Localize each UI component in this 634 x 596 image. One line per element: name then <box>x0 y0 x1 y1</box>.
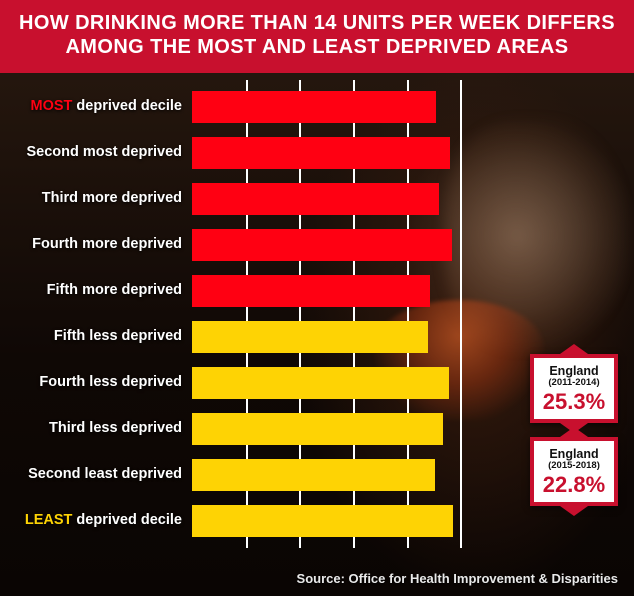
row-plot-area <box>192 498 514 544</box>
badge-country: England <box>536 447 612 461</box>
badge-england-2011-2014: England (2011-2014) 25.3% <box>530 354 618 423</box>
gridline <box>460 448 462 502</box>
row-label-text: Second most deprived <box>26 144 182 160</box>
gridline <box>460 264 462 318</box>
gridline <box>460 80 462 134</box>
row-label-text: Third more deprived <box>42 190 182 206</box>
title-line-2: AMONG THE MOST AND LEAST DEPRIVED AREAS <box>18 36 616 60</box>
title-line-1: HOW DRINKING MORE THAN 14 UNITS PER WEEK… <box>18 12 616 36</box>
row-plot-area <box>192 222 514 268</box>
gridline <box>460 310 462 364</box>
row-label: Fourth less deprived <box>14 375 192 391</box>
row-label: Second least deprived <box>14 467 192 483</box>
row-label-text: Second least deprived <box>28 466 182 482</box>
row-label: MOST deprived decile <box>14 99 192 115</box>
chart-row: Second least deprived <box>14 452 514 498</box>
row-label: Fifth less deprived <box>14 329 192 345</box>
bar <box>192 275 430 307</box>
title-bar: HOW DRINKING MORE THAN 14 UNITS PER WEEK… <box>0 0 634 73</box>
chart-row: Third less deprived <box>14 406 514 452</box>
row-label-emphasis: MOST <box>31 98 73 114</box>
gridline <box>460 126 462 180</box>
row-label: Fifth more deprived <box>14 283 192 299</box>
row-label: LEAST deprived decile <box>14 513 192 529</box>
row-label-text: Fifth more deprived <box>47 282 182 298</box>
row-label-text: Fourth less deprived <box>39 374 182 390</box>
row-label: Third more deprived <box>14 191 192 207</box>
gridline <box>460 356 462 410</box>
bar <box>192 137 450 169</box>
gridline <box>460 494 462 548</box>
row-label: Third less deprived <box>14 421 192 437</box>
row-plot-area <box>192 314 514 360</box>
source-credit: Source: Office for Health Improvement & … <box>297 571 618 586</box>
chart-row: LEAST deprived decile <box>14 498 514 544</box>
bar <box>192 367 449 399</box>
gridline <box>460 172 462 226</box>
row-plot-area <box>192 268 514 314</box>
bar <box>192 459 435 491</box>
row-plot-area <box>192 360 514 406</box>
badge-value: 25.3% <box>536 389 612 415</box>
bar <box>192 321 428 353</box>
row-label: Second most deprived <box>14 145 192 161</box>
chart-row: Second most deprived <box>14 130 514 176</box>
bar <box>192 413 443 445</box>
gridline <box>460 218 462 272</box>
bar <box>192 229 452 261</box>
bar <box>192 505 453 537</box>
row-plot-area <box>192 406 514 452</box>
summary-badges: England (2011-2014) 25.3% England (2015-… <box>530 354 618 506</box>
bar <box>192 183 439 215</box>
row-label-text: Fourth more deprived <box>32 236 182 252</box>
chart-row: Fourth less deprived <box>14 360 514 406</box>
chart-row: Fourth more deprived <box>14 222 514 268</box>
row-label-text: deprived decile <box>72 512 182 528</box>
badge-period: (2015-2018) <box>536 460 612 471</box>
badge-value: 22.8% <box>536 472 612 498</box>
row-plot-area <box>192 452 514 498</box>
badge-country: England <box>536 364 612 378</box>
chart-row: MOST deprived decile <box>14 84 514 130</box>
bar <box>192 91 436 123</box>
badge-period: (2011-2014) <box>536 377 612 388</box>
row-label: Fourth more deprived <box>14 237 192 253</box>
chart-row: Fifth more deprived <box>14 268 514 314</box>
bar-chart: MOST deprived decile Second most deprived… <box>14 84 514 544</box>
chart-row: Third more deprived <box>14 176 514 222</box>
row-plot-area <box>192 84 514 130</box>
row-plot-area <box>192 130 514 176</box>
row-label-text: Fifth less deprived <box>54 328 182 344</box>
chart-row: Fifth less deprived <box>14 314 514 360</box>
row-label-emphasis: LEAST <box>25 512 73 528</box>
badge-england-2015-2018: England (2015-2018) 22.8% <box>530 437 618 506</box>
row-label-text: deprived decile <box>72 98 182 114</box>
row-label-text: Third less deprived <box>49 420 182 436</box>
row-plot-area <box>192 176 514 222</box>
gridline <box>460 402 462 456</box>
